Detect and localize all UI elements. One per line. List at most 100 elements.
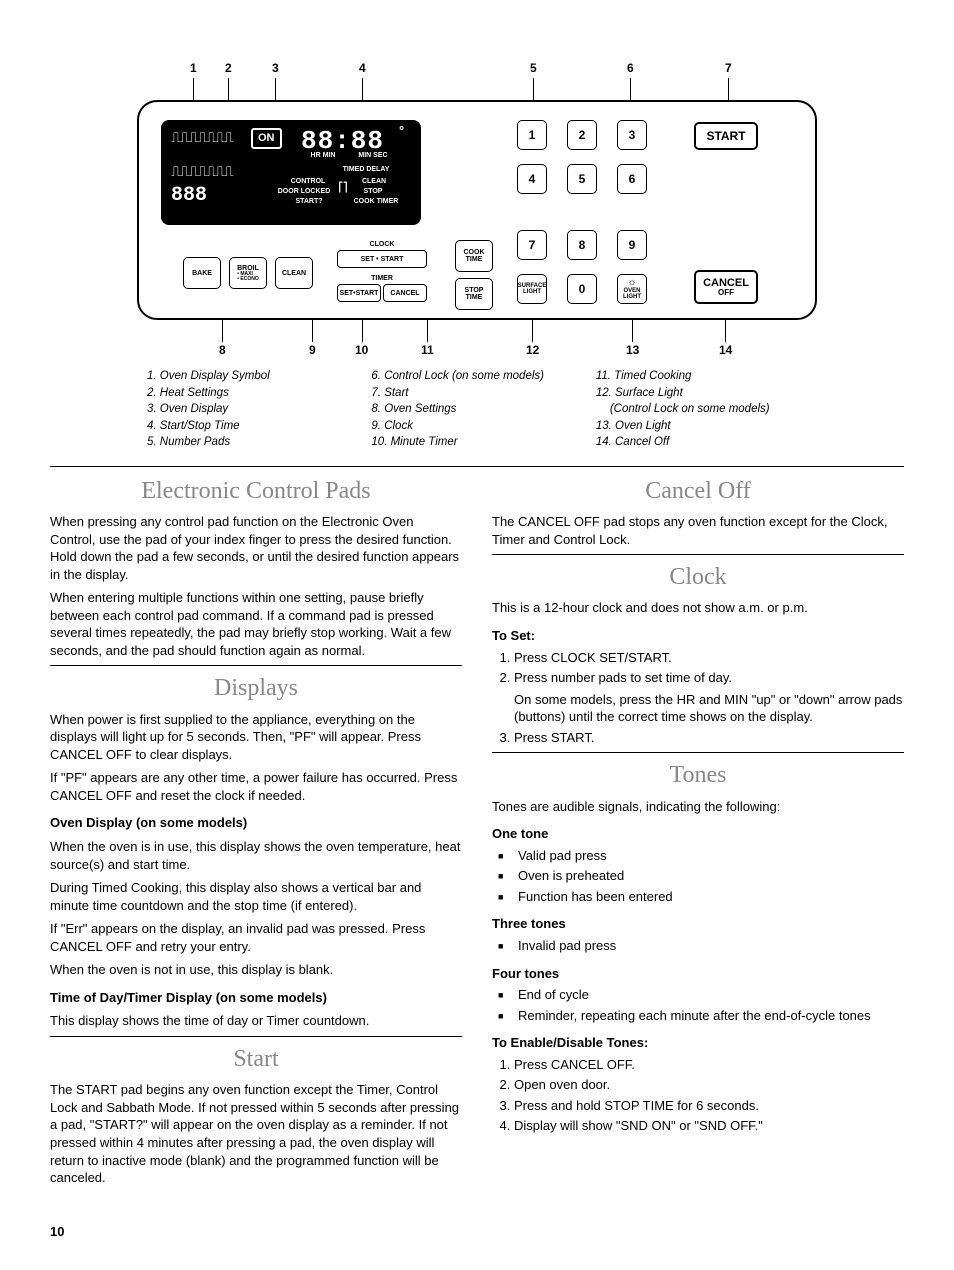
door-locked-label: DOOR LOCKED: [269, 188, 339, 195]
control-panel: ⎍⎍⎍⎍⎍⎍⎍ ON 88:88 ° HR MIN MIN SEC ⎍⎍⎍⎍⎍⎍…: [137, 100, 817, 320]
cook-timer-label: COOK TIMER: [346, 198, 406, 205]
right-column: Cancel Off The CANCEL OFF pad stops any …: [492, 471, 904, 1193]
displays-p6: When the oven is not in use, this displa…: [50, 961, 462, 979]
label-8: 8: [219, 342, 226, 358]
keypad-2[interactable]: 2: [567, 120, 597, 150]
degree-symbol: °: [399, 122, 404, 140]
enable-step: Open oven door.: [514, 1076, 904, 1094]
four-tones-list: End of cycle Reminder, repeating each mi…: [492, 986, 904, 1024]
clock-step-2: Press number pads to set time of day. On…: [514, 669, 904, 726]
cook-time-pad[interactable]: COOK TIME: [455, 240, 493, 272]
displays-p5: If "Err" appears on the display, an inva…: [50, 920, 462, 955]
divider: [492, 554, 904, 555]
displays-p1: When power is first supplied to the appl…: [50, 711, 462, 764]
keypad-0[interactable]: 0: [567, 274, 597, 304]
bottom-pointers: [137, 320, 817, 342]
keypad-5[interactable]: 5: [567, 164, 597, 194]
surface-light-pad[interactable]: SURFACE LIGHT: [517, 274, 547, 304]
tones-heading: Tones: [492, 759, 904, 791]
one-tone-item: Oven is preheated: [498, 867, 904, 885]
three-tones-list: Invalid pad press: [492, 937, 904, 955]
label-4: 4: [359, 60, 366, 76]
label-2: 2: [225, 60, 232, 76]
broil-pad[interactable]: BROIL • MAXI • ECONO: [229, 257, 267, 289]
cancel-label: CANCEL: [703, 278, 749, 289]
displays-heading: Displays: [50, 672, 462, 704]
start-button[interactable]: START: [694, 122, 758, 150]
enable-step: Display will show "SND ON" or "SND OFF.": [514, 1117, 904, 1135]
label-10: 10: [355, 342, 368, 358]
enable-step: Press CANCEL OFF.: [514, 1056, 904, 1074]
legend-col-1: 1. Oven Display Symbol 2. Heat Settings …: [147, 368, 358, 452]
label-5: 5: [530, 60, 537, 76]
off-label: OFF: [718, 289, 734, 297]
on-indicator: ON: [251, 128, 282, 149]
clock-step-3: Press START.: [514, 729, 904, 747]
keypad-3[interactable]: 3: [617, 120, 647, 150]
clock-steps: Press CLOCK SET/START. Press number pads…: [492, 649, 904, 747]
divider: [492, 752, 904, 753]
displays-p7: This display shows the time of day or Ti…: [50, 1012, 462, 1030]
oven-display: ⎍⎍⎍⎍⎍⎍⎍ ON 88:88 ° HR MIN MIN SEC ⎍⎍⎍⎍⎍⎍…: [161, 120, 421, 225]
three-tones-subhead: Three tones: [492, 915, 904, 933]
keypad-6[interactable]: 6: [617, 164, 647, 194]
displays-p2: If "PF" appears are any other time, a po…: [50, 769, 462, 804]
divider: [50, 1036, 462, 1037]
hr-min-label: HR MIN: [303, 152, 343, 159]
one-tone-item: Function has been entered: [498, 888, 904, 906]
timer-cancel-pad[interactable]: CANCEL: [383, 284, 427, 302]
keypad-4[interactable]: 4: [517, 164, 547, 194]
keypad-9[interactable]: 9: [617, 230, 647, 260]
label-3: 3: [272, 60, 279, 76]
cancel-heading: Cancel Off: [492, 475, 904, 507]
divider: [50, 665, 462, 666]
panel-divider: [50, 466, 904, 467]
timeofday-subhead: Time of Day/Timer Display (on some model…: [50, 989, 462, 1007]
ecp-p1: When pressing any control pad function o…: [50, 513, 462, 583]
control-label: CONTROL: [283, 178, 333, 185]
bake-pad[interactable]: BAKE: [183, 257, 221, 289]
keypad-1[interactable]: 1: [517, 120, 547, 150]
label-12: 12: [526, 342, 539, 358]
toset-subhead: To Set:: [492, 627, 904, 645]
body-columns: Electronic Control Pads When pressing an…: [50, 471, 904, 1193]
clean-label: CLEAN: [356, 178, 392, 185]
displays-p4: During Timed Cooking, this display also …: [50, 879, 462, 914]
oven-display-subhead: Oven Display (on some models): [50, 814, 462, 832]
enable-tones-subhead: To Enable/Disable Tones:: [492, 1034, 904, 1052]
start-p1: The START pad begins any oven function e…: [50, 1081, 462, 1186]
heat-row-2: ⎍⎍⎍⎍⎍⎍⎍: [171, 164, 233, 183]
legend-col-3: 11. Timed Cooking 12. Surface Light (Con…: [596, 368, 807, 452]
ecp-heading: Electronic Control Pads: [50, 475, 462, 507]
clock-step-1: Press CLOCK SET/START.: [514, 649, 904, 667]
left-column: Electronic Control Pads When pressing an…: [50, 471, 462, 1193]
oven-light-pad[interactable]: ☼ OVEN LIGHT: [617, 274, 647, 304]
three-tones-item: Invalid pad press: [498, 937, 904, 955]
min-sec-label: MIN SEC: [353, 152, 393, 159]
label-7: 7: [725, 60, 732, 76]
timer-set-start-pad[interactable]: SET•START: [337, 284, 381, 302]
legend-col-2: 6. Control Lock (on some models) 7. Star…: [371, 368, 582, 452]
control-panel-diagram: 1 2 3 4 5 6 7 ⎍⎍⎍⎍⎍⎍⎍ ON 88:88 ° HR MIN …: [137, 60, 817, 452]
startq-label: START?: [289, 198, 329, 205]
clock-set-start-pad[interactable]: SET • START: [337, 250, 427, 268]
start-heading: Start: [50, 1043, 462, 1075]
clock-heading: Clock: [492, 561, 904, 593]
oven-light-icon: ☼: [627, 278, 636, 288]
label-6: 6: [627, 60, 634, 76]
cancel-off-button[interactable]: CANCEL OFF: [694, 270, 758, 304]
top-pointers: [137, 78, 817, 100]
keypad-8[interactable]: 8: [567, 230, 597, 260]
ecp-p2: When entering multiple functions within …: [50, 589, 462, 659]
one-tone-list: Valid pad press Oven is preheated Functi…: [492, 847, 904, 906]
label-14: 14: [719, 342, 732, 358]
clean-pad[interactable]: CLEAN: [275, 257, 313, 289]
timer-group: TIMER SET•START CANCEL: [337, 274, 427, 302]
enable-step: Press and hold STOP TIME for 6 seconds.: [514, 1097, 904, 1115]
label-11: 11: [421, 342, 434, 358]
label-13: 13: [626, 342, 639, 358]
label-9: 9: [309, 342, 316, 358]
tones-p1: Tones are audible signals, indicating th…: [492, 798, 904, 816]
stop-time-pad[interactable]: STOP TIME: [455, 278, 493, 310]
keypad-7[interactable]: 7: [517, 230, 547, 260]
